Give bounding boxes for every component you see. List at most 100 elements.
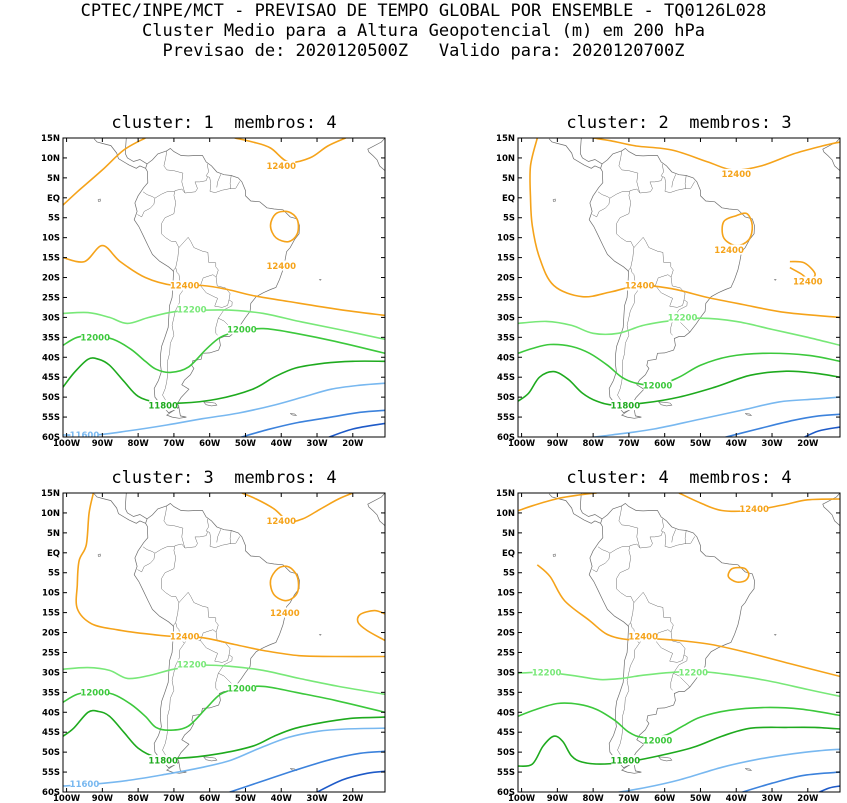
- lon-tick-label: 100W: [53, 439, 81, 449]
- country-border: [162, 288, 185, 407]
- lat-tick-label: 40S: [497, 353, 515, 363]
- country-border: [655, 277, 686, 308]
- country-border: [200, 277, 231, 308]
- island-outline: [552, 553, 556, 557]
- lon-tick-label: 80W: [583, 439, 605, 449]
- lat-tick-label: 30S: [497, 668, 515, 678]
- lat-tick-label: 15N: [41, 134, 60, 144]
- contour-label: 12200: [177, 661, 207, 671]
- lat-tick-label: EQ: [47, 549, 60, 559]
- lat-tick-label: 5S: [503, 214, 515, 224]
- lat-tick-label: 5N: [502, 174, 515, 184]
- country-border: [684, 175, 687, 190]
- lat-tick-label: 35S: [497, 333, 515, 343]
- lat-tick-label: 15S: [497, 254, 515, 264]
- lat-tick-label: 30S: [42, 668, 60, 678]
- contour-line-12400: [721, 212, 754, 247]
- country-border: [609, 546, 630, 554]
- contour-line-12200: [518, 317, 840, 347]
- africa-coastline: [367, 493, 385, 526]
- tierra-del-fuego-coastline: [621, 761, 642, 774]
- contour-label: 11600: [70, 780, 100, 790]
- panel-1-title: cluster: 1 membros: 4: [111, 113, 337, 133]
- country-border: [618, 505, 641, 549]
- lon-tick-label: 20W: [797, 439, 819, 449]
- lon-tick-label: 70W: [163, 794, 185, 803]
- country-border: [137, 546, 156, 573]
- header-line-2: Cluster Medio para a Altura Geopotencial…: [142, 21, 705, 41]
- contour-label: 11800: [611, 756, 641, 766]
- lat-tick-label: 35S: [42, 688, 60, 698]
- lat-tick-label: 20S: [497, 629, 515, 639]
- contour-label-background: [679, 667, 708, 678]
- contour-label-background: [81, 332, 110, 343]
- lon-tick-label: 50W: [690, 439, 712, 449]
- island-outline: [318, 279, 322, 281]
- lat-tick-label: 35S: [42, 333, 60, 343]
- south-america-coastline: [133, 502, 300, 769]
- lat-tick-label: 60S: [42, 788, 60, 798]
- lat-tick-label: 15S: [42, 254, 60, 264]
- lat-tick-label: 55S: [42, 413, 60, 423]
- lon-tick-label: 30W: [306, 439, 328, 449]
- lon-tick-label: 70W: [618, 794, 640, 803]
- island-outline: [745, 413, 753, 416]
- country-border: [154, 191, 175, 199]
- contour-label: 11800: [148, 401, 178, 411]
- lon-tick-label: 20W: [797, 794, 819, 803]
- lat-tick-label: 10N: [41, 509, 60, 519]
- contour-label-background: [668, 312, 697, 323]
- contour-label-background: [722, 168, 751, 179]
- contour-label: 12000: [80, 334, 110, 344]
- contour-label: 12400: [266, 517, 296, 527]
- country-border: [592, 546, 611, 573]
- contour-label: 12400: [266, 162, 296, 172]
- country-border: [137, 191, 156, 218]
- contour-label: 12400: [170, 282, 200, 292]
- contour-label-background: [70, 430, 99, 437]
- lon-tick-label: 40W: [726, 439, 748, 449]
- contour-line-11600: [614, 748, 840, 792]
- lat-tick-label: 30S: [497, 313, 515, 323]
- lat-tick-label: 10S: [497, 589, 515, 599]
- lat-tick-label: 25S: [497, 293, 515, 303]
- island-outline: [773, 634, 777, 636]
- country-border: [639, 177, 663, 194]
- country-border: [162, 643, 185, 762]
- island-outline: [552, 198, 556, 202]
- central-america-coastline: [124, 138, 148, 165]
- contour-label: 12000: [227, 685, 257, 695]
- contour-label: 12400: [628, 633, 658, 643]
- lon-tick-label: 70W: [618, 439, 640, 449]
- lon-tick-label: 60W: [199, 794, 221, 803]
- lat-tick-label: 55S: [497, 768, 515, 778]
- lat-tick-label: 15N: [496, 134, 515, 144]
- contour-label-background: [70, 779, 99, 790]
- south-america-coastline: [133, 147, 300, 414]
- country-border: [639, 532, 663, 549]
- panel-3-title: cluster: 3 membros: 4: [111, 468, 337, 488]
- country-border: [655, 632, 686, 663]
- lat-tick-label: 5N: [502, 529, 515, 539]
- lat-tick-label: 10S: [42, 589, 60, 599]
- country-border: [672, 654, 690, 688]
- contour-label: 12200: [177, 306, 207, 316]
- contour-label-background: [267, 160, 296, 171]
- contour-label-background: [81, 687, 110, 698]
- africa-coastline: [367, 138, 385, 171]
- lat-tick-label: 15N: [496, 489, 515, 499]
- country-border: [163, 505, 186, 549]
- island-outline: [202, 756, 218, 762]
- island-outline: [290, 413, 298, 416]
- central-america-coastline: [579, 138, 603, 165]
- lat-tick-label: 45S: [42, 728, 60, 738]
- lon-tick-label: 80W: [583, 794, 605, 803]
- contour-line-12000: [518, 702, 840, 739]
- country-border: [671, 174, 677, 188]
- panel-2-title: cluster: 2 membros: 3: [566, 113, 792, 133]
- panel-4-title: cluster: 4 membros: 4: [566, 468, 792, 488]
- contour-line-12400: [75, 493, 385, 658]
- country-border: [215, 318, 219, 336]
- lat-tick-label: 25S: [497, 648, 515, 658]
